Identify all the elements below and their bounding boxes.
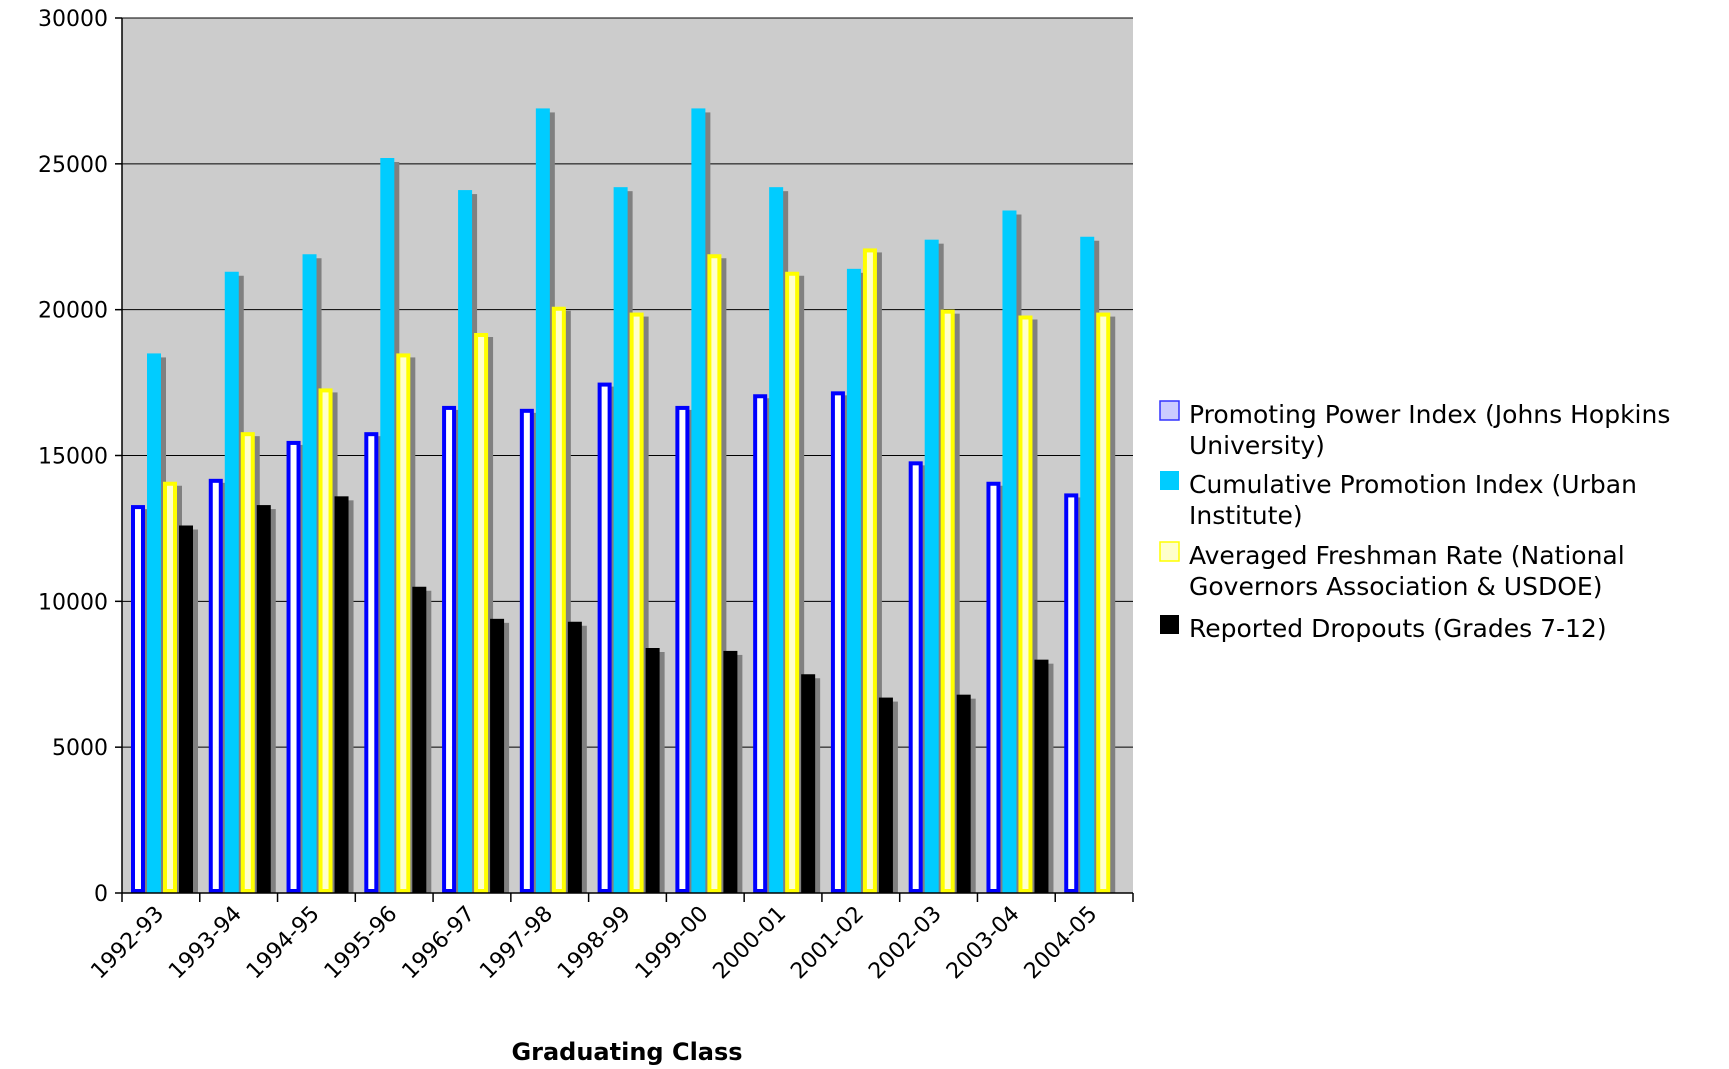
bar-s2-c3 [396, 353, 411, 893]
bar-s2-c8 [785, 271, 800, 893]
bar-s0-c6 [597, 382, 612, 893]
bars [131, 108, 1116, 894]
bar-s2-c7 [707, 254, 722, 893]
x-tick-label-6: 1998-99 [553, 902, 636, 985]
axes [115, 17, 1134, 902]
bar-s0-c3 [364, 432, 379, 893]
bar-s1-c12 [1080, 236, 1095, 893]
bar-s2-c11 [1018, 315, 1033, 893]
bar-s2-c2 [318, 388, 333, 893]
bar-s0-c9 [830, 391, 845, 893]
bar-s2-c6 [629, 312, 644, 894]
bar-s0-c4 [442, 405, 457, 893]
x-tick-label-12: 2004-05 [1020, 902, 1103, 985]
legend-label-2-line-0: Averaged Freshman Rate (National [1189, 541, 1625, 570]
bar-s1-c3 [380, 158, 395, 893]
x-tick-label-1: 1993-94 [164, 902, 247, 985]
x-tick-label-3: 1995-96 [320, 902, 403, 985]
y-tick-label-0: 0 [94, 882, 108, 907]
y-tick-labels: 0 5000 10000 15000 20000 25000 30000 [38, 7, 108, 907]
legend-swatch-1 [1160, 471, 1179, 490]
bar-s2-c9 [862, 248, 877, 893]
bar-s0-c7 [675, 405, 690, 893]
bar-s3-c10 [956, 694, 971, 893]
bar-s0-c5 [519, 408, 534, 893]
x-tick-label-8: 2000-01 [709, 902, 792, 985]
y-tick-label-4: 20000 [38, 299, 108, 324]
legend-label-2-line-1: Governors Association & USDOE) [1189, 572, 1602, 601]
bar-s3-c6 [645, 648, 660, 893]
y-tick-label-1: 5000 [52, 736, 108, 761]
x-tick-label-5: 1997-98 [475, 902, 558, 985]
x-tick-label-4: 1996-97 [398, 902, 481, 985]
bar-s3-c5 [567, 621, 582, 893]
y-tick-label-2: 10000 [38, 590, 108, 615]
bar-s3-c11 [1034, 659, 1049, 893]
bar-s3-c1 [256, 505, 271, 893]
bar-s2-c10 [940, 309, 955, 893]
legend-label-1-line-0: Cumulative Promotion Index (Urban [1189, 470, 1637, 499]
legend-label-0-line-1: University) [1189, 431, 1325, 460]
bar-s0-c12 [1064, 493, 1079, 893]
bar-s0-c8 [753, 394, 768, 893]
bar-s2-c5 [551, 306, 566, 893]
x-tick-label-11: 2003-04 [942, 902, 1025, 985]
x-tick-label-7: 1999-00 [631, 902, 714, 985]
bar-s2-c4 [474, 333, 489, 893]
bar-s2-c1 [240, 432, 255, 893]
bar-s3-c2 [334, 496, 349, 893]
y-tick-label-5: 25000 [38, 153, 108, 178]
bar-s1-c6 [613, 187, 628, 893]
legend: Promoting Power Index (Johns HopkinsUniv… [1159, 400, 1670, 643]
y-tick-label-6: 30000 [38, 7, 108, 32]
legend-swatch-0 [1159, 400, 1180, 421]
bar-s0-c10 [908, 461, 923, 893]
bar-s3-c9 [878, 697, 893, 893]
y-tick-label-3: 15000 [38, 445, 108, 470]
bar-s3-c4 [490, 618, 505, 893]
bar-s1-c10 [924, 239, 939, 893]
bar-s0-c11 [986, 481, 1001, 893]
x-tick-label-9: 2001-02 [786, 902, 869, 985]
bar-s3-c0 [179, 525, 193, 893]
bar-s1-c2 [302, 254, 317, 893]
bar-s1-c9 [846, 268, 861, 893]
bar-s0-c0 [131, 505, 145, 893]
bar-s0-c2 [286, 440, 301, 893]
bar-s3-c3 [412, 586, 427, 893]
x-tick-labels: 1992-931993-941994-951995-961996-971997-… [86, 902, 1102, 985]
bar-s1-c5 [535, 108, 550, 893]
bar-s3-c8 [801, 674, 816, 893]
bar-s2-c0 [163, 481, 177, 893]
x-axis-title: Graduating Class [511, 1038, 742, 1065]
x-tick-label-10: 2002-03 [864, 902, 947, 985]
bar-s0-c1 [208, 478, 223, 893]
bar-s3-c7 [723, 650, 738, 893]
bar-s1-c11 [1002, 210, 1017, 893]
bar-s1-c0 [147, 353, 161, 894]
legend-label-1-line-1: Institute) [1189, 501, 1303, 530]
legend-swatch-2 [1159, 541, 1180, 562]
x-tick-label-2: 1994-95 [242, 902, 325, 985]
bar-s1-c4 [458, 190, 473, 894]
legend-label-3-line-0: Reported Dropouts (Grades 7-12) [1189, 614, 1607, 643]
bar-s1-c1 [224, 271, 239, 893]
x-tick-label-0: 1992-93 [86, 902, 169, 985]
bar-s1-c8 [769, 187, 784, 893]
bar-s2-c12 [1096, 312, 1111, 894]
legend-swatch-3 [1160, 615, 1179, 634]
bar-s1-c7 [691, 108, 706, 893]
legend-label-0-line-0: Promoting Power Index (Johns Hopkins [1189, 400, 1670, 429]
